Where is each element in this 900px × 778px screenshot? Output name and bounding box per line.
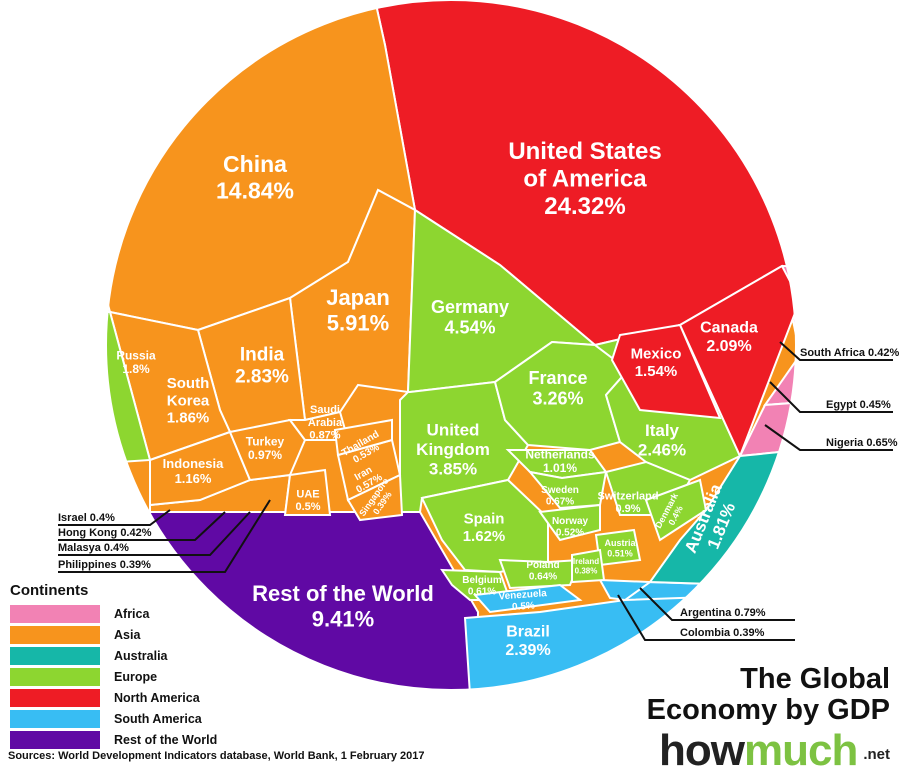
cell-canada (678, 264, 796, 459)
legend-label: Asia (114, 627, 141, 642)
label-venezuela: Venezuela0.5% (498, 588, 548, 614)
leader-philippines (58, 499, 271, 573)
callout-egypt: Egypt 0.45% (826, 399, 891, 411)
callout-nigeria: Nigeria 0.65% (826, 437, 898, 449)
argentina-cell (621, 580, 796, 601)
legend: Continents Africa Asia Australia Europe Nort… (10, 582, 230, 750)
legend-label: Europe (114, 669, 158, 684)
label-uae: UAE 0.5% (295, 489, 320, 514)
label-belgium: Belgium 0.61% (462, 575, 502, 598)
callout-argentina: Argentina 0.79% (680, 607, 766, 619)
leader-nigeria (764, 424, 893, 451)
chart-title-line1: The Global (740, 663, 890, 695)
label-south-korea: South Korea 1.86% (167, 375, 210, 427)
label-brazil: Brazil 2.39% (505, 623, 550, 658)
cell-mexico (610, 323, 722, 420)
cell-singapore (346, 473, 404, 522)
label-sweden: Sweden 0.67% (541, 485, 579, 508)
label-united-kingdom: United Kingdom 3.85% (416, 420, 490, 478)
cell-indonesia (149, 430, 252, 507)
label-japan: Japan 5.91% (326, 285, 390, 335)
brand-block: The Global Economy by GDP howmuch .net (600, 664, 890, 778)
howmuch-logo: howmuch .net (658, 726, 890, 775)
legend-swatch (10, 709, 100, 728)
legend-item-africa: Africa (10, 603, 230, 624)
sources-note: Sources: World Development Indicators da… (8, 750, 425, 762)
label-russia: Russia 1.8% (116, 348, 156, 376)
legend-label: Rest of the World (114, 732, 218, 747)
legend-swatch (10, 667, 100, 686)
legend-item-asia: Asia (10, 624, 230, 645)
legend-item-australia: Australia (10, 645, 230, 666)
callout-hong-kong: Hong Kong 0.42% (58, 527, 152, 539)
legend-label: Australia (114, 648, 168, 663)
label-turkey: Turkey 0.97% (246, 434, 285, 462)
label-poland: Poland 0.64% (526, 560, 559, 583)
label-france: France 3.26% (528, 368, 587, 409)
leader-malasya (58, 511, 251, 556)
cell-saudi-arabia (288, 410, 350, 441)
leader-colombia (617, 594, 795, 641)
label-mexico: Mexico 1.54% (631, 346, 682, 380)
legend-swatch (10, 646, 100, 665)
leader-israel (58, 509, 171, 526)
label-austria: Austria 0.51% (604, 538, 636, 558)
callout-philippines: Philippines 0.39% (58, 559, 151, 571)
cell-turkey (228, 418, 307, 482)
callout-colombia: Colombia 0.39% (680, 627, 765, 639)
callout-south-africa: South Africa 0.42% (800, 347, 899, 359)
legend-label: Africa (114, 606, 150, 621)
legend-swatch (10, 688, 100, 707)
label-spain: Spain 1.62% (463, 511, 506, 545)
legend-swatch (10, 604, 100, 623)
label-ireland: Ireland 0.38% (573, 557, 599, 575)
leader-egypt (769, 381, 893, 413)
africa-nigeria-cell (738, 393, 796, 458)
label-india: India 2.83% (235, 345, 289, 388)
chart-title-line2: Economy by GDP (646, 694, 890, 726)
legend-title: Continents (10, 582, 89, 599)
legend-item-north-america: North America (10, 687, 230, 708)
label-italy: Italy 2.46% (638, 421, 686, 460)
legend-item-rest-of-the-world: Rest of the World (10, 729, 230, 750)
label-united-states-of-america: United States of America 24.32% (508, 138, 661, 220)
label-indonesia: Indonesia 1.16% (163, 456, 224, 486)
legend-label: South America (114, 711, 202, 726)
callout-israel: Israel 0.4% (58, 512, 115, 524)
label-rest-of-the-world: Rest of the World 9.41% (252, 581, 434, 631)
label-canada: Canada 2.09% (700, 319, 758, 354)
legend-swatch (10, 730, 100, 749)
cell-thailand (333, 418, 393, 457)
cell-venezuela (472, 583, 583, 614)
legend-label: North America (114, 690, 200, 705)
chart-circle-outline (105, 0, 797, 691)
legend-swatch (10, 625, 100, 644)
leader-argentina (639, 587, 795, 621)
label-netherlands: Netherlands 1.01% (525, 447, 595, 475)
cell-ireland (571, 548, 606, 584)
cell-denmark (644, 478, 708, 542)
label-switzerland: Switzerland 0.9% (597, 491, 658, 516)
cell-norway (538, 503, 601, 542)
cell-uae (283, 468, 332, 516)
legend-item-south-america: South America (10, 708, 230, 729)
label-saudi-arabia: Saudi Arabia 0.87% (308, 404, 343, 441)
legend-item-europe: Europe (10, 666, 230, 687)
cell-sweden (527, 470, 608, 510)
label-norway: Norway 0.52% (552, 516, 589, 539)
callout-malasya: Malasya 0.4% (58, 542, 129, 554)
label-china: China 14.84% (216, 151, 294, 203)
leader-south-africa (779, 341, 893, 361)
label-germany: Germany 4.54% (431, 297, 509, 338)
leader-hong-kong (58, 511, 226, 541)
africa-south-africa-cell (780, 265, 796, 357)
